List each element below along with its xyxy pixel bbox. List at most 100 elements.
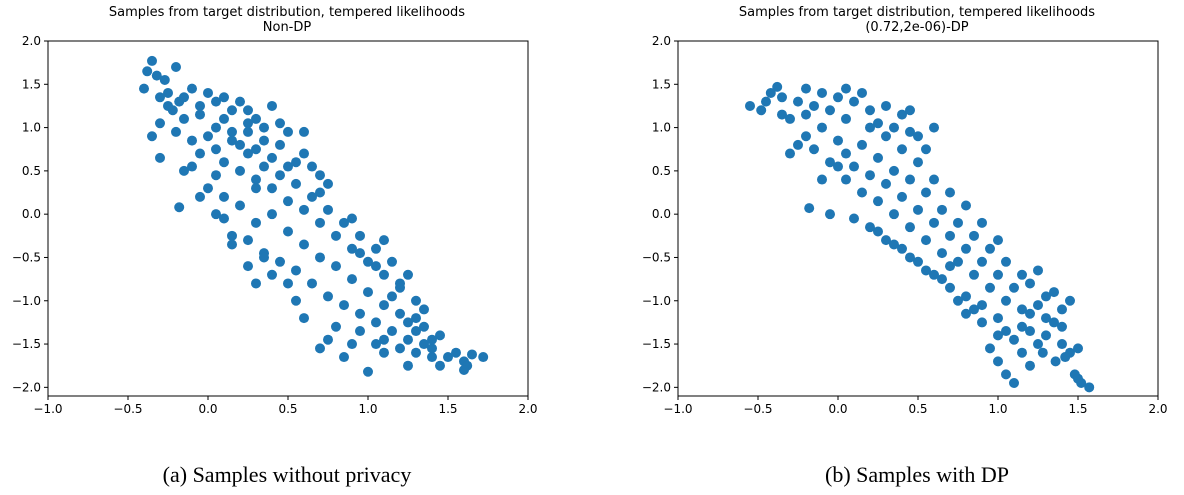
- y-tick-label: −0.5: [642, 250, 671, 264]
- scatter-point: [251, 217, 261, 228]
- scatter-point: [993, 269, 1003, 280]
- scatter-point: [905, 252, 915, 263]
- scatter-point: [227, 135, 237, 146]
- scatter-point: [251, 278, 261, 289]
- x-axis: −1.0 −0.5 0.0 0.5 1.0 1.5 2.0: [33, 396, 538, 416]
- scatter-point: [921, 187, 931, 198]
- scatter-point: [163, 87, 173, 98]
- y-axis: −2.0 −1.5 −1.0 −0.5 0.0 0.5 1.0 1.5 2.0: [12, 34, 48, 394]
- scatter-point: [331, 321, 341, 332]
- scatter-point: [897, 191, 907, 202]
- y-tick-label: −1.5: [12, 337, 41, 351]
- scatter-point: [905, 222, 915, 233]
- y-tick-label: 0.5: [652, 164, 671, 178]
- scatter-point: [761, 96, 771, 107]
- scatter-point: [347, 274, 357, 285]
- scatter-point: [259, 135, 269, 146]
- scatter-point: [809, 144, 819, 155]
- scatter-point: [1041, 330, 1051, 341]
- scatter-point: [275, 256, 285, 267]
- scatter-point: [195, 148, 205, 159]
- scatter-point: [211, 209, 221, 220]
- scatter-point: [785, 113, 795, 124]
- scatter-point: [865, 105, 875, 116]
- scatter-point: [881, 131, 891, 142]
- scatter-point: [427, 334, 437, 345]
- scatter-point: [347, 243, 357, 254]
- x-axis: −1.0 −0.5 0.0 0.5 1.0 1.5 2.0: [663, 396, 1168, 416]
- scatter-point: [793, 139, 803, 150]
- scatter-point: [937, 248, 947, 259]
- scatter-point: [765, 87, 776, 98]
- scatter-point: [913, 131, 923, 142]
- scatter-point: [299, 239, 309, 250]
- scatter-point: [777, 109, 787, 120]
- scatter-point: [174, 202, 185, 213]
- scatter-point: [841, 148, 851, 159]
- scatter-point: [179, 113, 189, 124]
- scatter-point: [969, 230, 979, 241]
- scatter-point: [243, 126, 253, 137]
- scatter-point: [243, 261, 253, 272]
- scatter-point: [267, 152, 277, 163]
- scatter-point: [873, 152, 883, 163]
- scatter-point: [235, 139, 245, 150]
- scatter-point: [865, 170, 875, 181]
- scatter-point: [259, 122, 269, 133]
- scatter-points: [745, 81, 1095, 393]
- scatter-point: [1001, 326, 1011, 337]
- chart-subtitle: (0.72,2e-06)-DP: [865, 20, 968, 35]
- x-tick-label: 2.0: [1148, 402, 1167, 416]
- scatter-point: [299, 204, 309, 215]
- scatter-point: [235, 200, 245, 211]
- scatter-point: [403, 317, 413, 328]
- scatter-point: [323, 334, 333, 345]
- scatter-point: [291, 295, 301, 306]
- scatter-point: [387, 291, 397, 302]
- scatter-point: [833, 161, 843, 172]
- scatter-point: [993, 330, 1003, 341]
- scatter-point: [419, 339, 429, 350]
- scatter-point: [969, 269, 979, 280]
- scatter-point: [929, 122, 939, 133]
- scatter-point: [977, 317, 987, 328]
- scatter-point: [363, 256, 373, 267]
- figure-caption: (b) Samples with DP: [825, 462, 1009, 487]
- scatter-point: [371, 339, 381, 350]
- scatter-point: [403, 334, 413, 345]
- scatter-point: [945, 261, 955, 272]
- y-tick-label: 2.0: [22, 34, 41, 48]
- scatter-point: [195, 109, 205, 120]
- scatter-point: [1041, 291, 1051, 302]
- figure-caption: (a) Samples without privacy: [163, 462, 412, 487]
- scatter-point: [937, 204, 947, 215]
- scatter-point: [772, 81, 783, 92]
- scatter-point: [151, 70, 162, 81]
- scatter-point: [945, 187, 955, 198]
- scatter-point: [817, 87, 827, 98]
- scatter-point: [809, 100, 819, 111]
- scatter-point: [403, 360, 413, 371]
- scatter-point: [315, 217, 325, 228]
- scatter-point: [243, 148, 253, 159]
- x-tick-label: 1.0: [988, 402, 1007, 416]
- scatter-point: [1017, 347, 1027, 358]
- scatter-point: [1009, 378, 1019, 389]
- scatter-point: [785, 148, 795, 159]
- y-tick-label: 0.0: [652, 207, 671, 221]
- scatter-point: [801, 109, 811, 120]
- scatter-point: [961, 243, 971, 254]
- scatter-point: [371, 317, 381, 328]
- scatter-point: [961, 291, 971, 302]
- scatter-point: [985, 243, 995, 254]
- scatter-point: [1073, 343, 1083, 354]
- scatter-point: [905, 126, 915, 137]
- scatter-point: [1057, 304, 1067, 315]
- x-tick-label: 0.5: [908, 402, 927, 416]
- scatter-point: [227, 239, 237, 250]
- scatter-point: [913, 157, 923, 168]
- scatter-point: [969, 304, 979, 315]
- scatter-point: [1001, 295, 1011, 306]
- scatter-point: [913, 204, 923, 215]
- scatter-point: [155, 92, 165, 103]
